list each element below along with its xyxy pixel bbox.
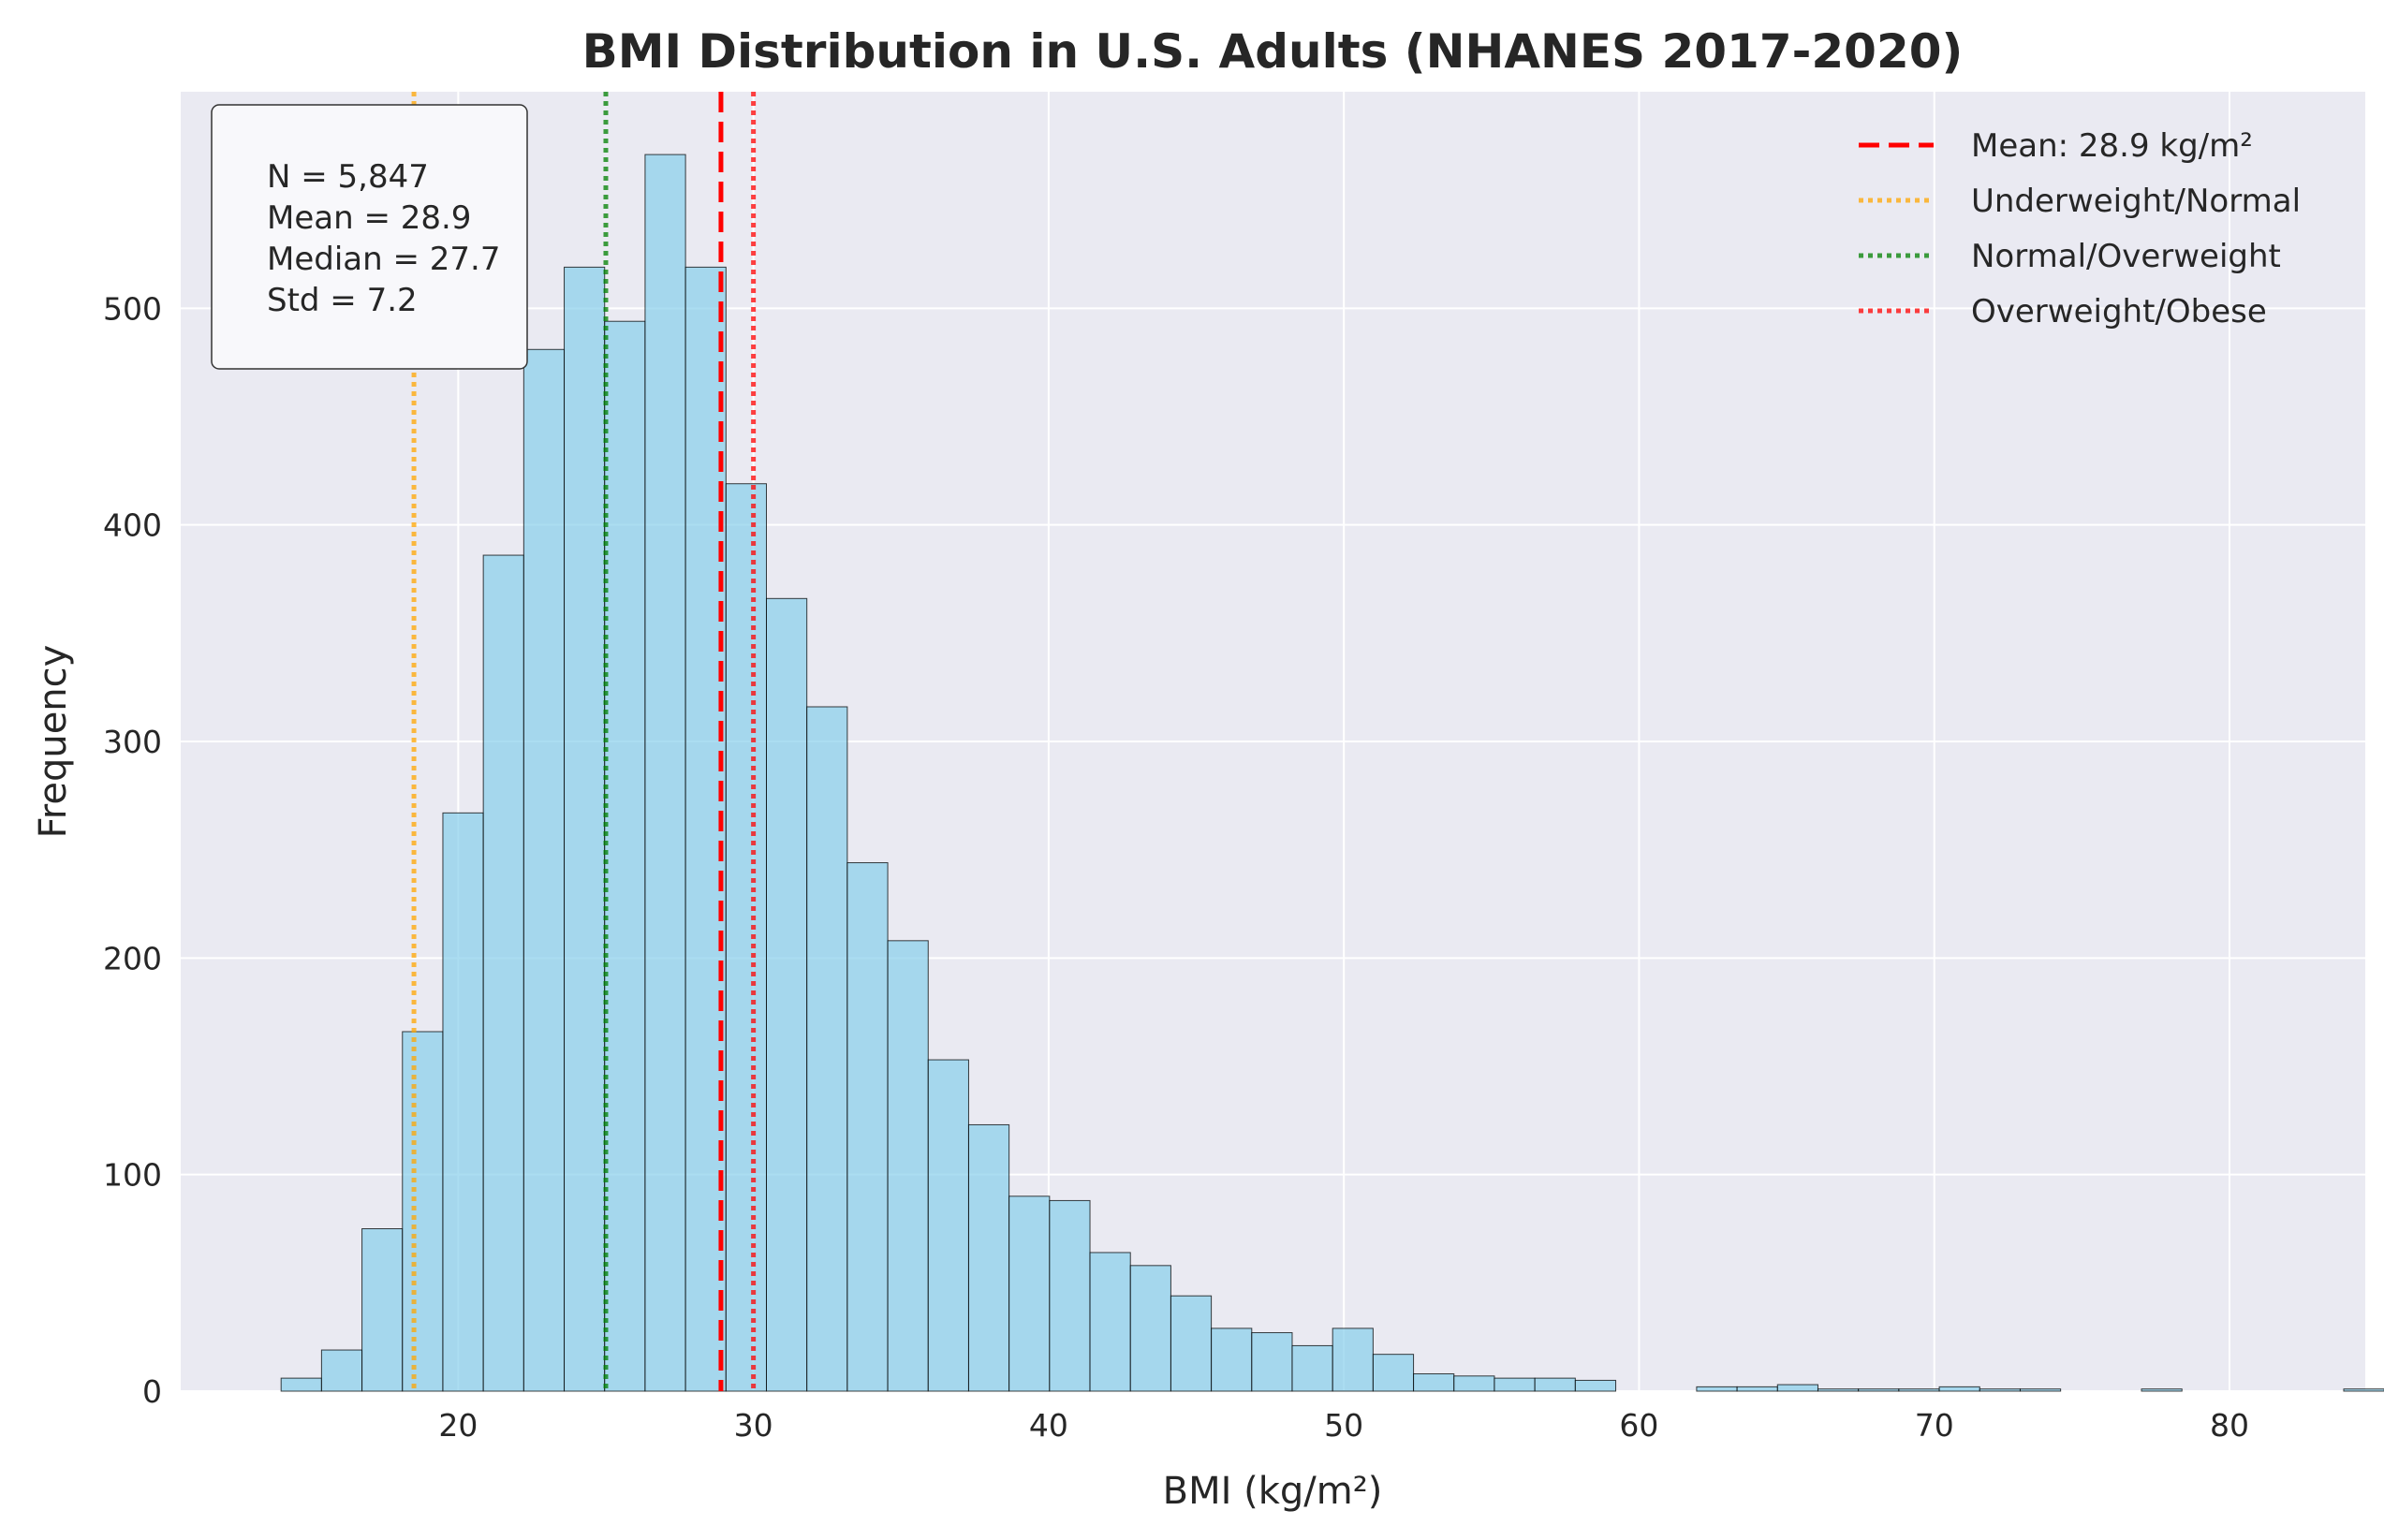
histogram-bar <box>1170 1295 1213 1392</box>
x-tick-label-20: 20 <box>438 1407 478 1444</box>
histogram-bar <box>1251 1332 1293 1392</box>
histogram-bar <box>482 554 524 1392</box>
histogram-bar <box>522 348 566 1392</box>
histogram-bar <box>1898 1388 1940 1392</box>
histogram-bar <box>1372 1354 1415 1392</box>
stats-line-1: Mean = 28.9 <box>267 199 471 237</box>
y-tick-label-200: 200 <box>103 940 162 976</box>
x-tick-label-60: 60 <box>1619 1407 1658 1444</box>
x-tick-label-40: 40 <box>1029 1407 1068 1444</box>
histogram-bar <box>564 266 606 1392</box>
histogram-bar <box>725 483 767 1392</box>
histogram-bar <box>442 812 484 1392</box>
stats-line-2: Median = 27.7 <box>267 241 500 278</box>
histogram-bar <box>1291 1344 1333 1392</box>
histogram-bar <box>644 154 686 1392</box>
x-axis-label: BMI (kg/m²) <box>1163 1470 1383 1513</box>
y-tick-label-300: 300 <box>103 724 162 760</box>
histogram-bar <box>320 1349 363 1392</box>
legend-label-0: Mean: 28.9 kg/m² <box>1971 127 2253 165</box>
histogram-bar <box>1494 1377 1536 1392</box>
x-tick-label-50: 50 <box>1324 1407 1363 1444</box>
legend-label-2: Normal/Overweight <box>1971 238 2281 275</box>
histogram-bar <box>1736 1386 1778 1392</box>
histogram-bar <box>1008 1195 1051 1392</box>
histogram-bar <box>2343 1388 2384 1392</box>
histogram-bar <box>806 706 848 1392</box>
stats-line-0: N = 5,847 <box>267 158 429 196</box>
y-tick-label-500: 500 <box>103 290 162 327</box>
histogram-bar <box>1129 1265 1171 1392</box>
histogram-bar <box>1938 1386 1980 1392</box>
y-tick-label-0: 0 <box>142 1373 162 1410</box>
histogram-bar <box>1534 1377 1576 1392</box>
histogram-bar <box>2141 1388 2183 1392</box>
y-axis-label: Frequency <box>32 645 75 839</box>
histogram-bar <box>280 1377 322 1392</box>
histogram-bar <box>1776 1384 1818 1392</box>
histogram-bar <box>402 1031 444 1392</box>
histogram-bar <box>846 862 889 1392</box>
y-tick-label-100: 100 <box>103 1157 162 1194</box>
histogram-bar <box>2019 1388 2062 1392</box>
histogram-bar <box>604 320 646 1392</box>
histogram-bar <box>1858 1388 1900 1392</box>
histogram-bar <box>1413 1372 1455 1392</box>
histogram-bar <box>1453 1375 1495 1392</box>
histogram-bar <box>1979 1388 2021 1392</box>
axis-ticks: 20 30 40 50 60 70 80 0 100 200 300 400 500 <box>103 290 2249 1444</box>
x-tick-label-70: 70 <box>1915 1407 1954 1444</box>
histogram-bar <box>1817 1388 1860 1392</box>
legend-label-3: Overweight/Obese <box>1971 293 2267 330</box>
histogram-bar <box>361 1228 404 1392</box>
stats-line-3: Std = 7.2 <box>267 282 418 319</box>
histogram-bar <box>1211 1327 1253 1392</box>
histogram-bar <box>1089 1252 1131 1392</box>
legend: Mean: 28.9 kg/m² Underweight/Normal Normal… <box>1859 127 2301 330</box>
stats-box-frame <box>211 104 528 370</box>
histogram-bar <box>967 1123 1010 1392</box>
histogram-bar <box>1049 1199 1091 1392</box>
histogram-bar <box>765 597 808 1392</box>
histogram-bar <box>927 1059 969 1392</box>
histogram-bar <box>1574 1379 1617 1392</box>
x-tick-label-80: 80 <box>2210 1407 2249 1444</box>
legend-label-1: Underweight/Normal <box>1971 183 2301 220</box>
chart-title: BMI Distribution in U.S. Adults (NHANES … <box>582 24 1964 79</box>
histogram-bar <box>1696 1386 1738 1392</box>
histogram-bar <box>1332 1327 1374 1392</box>
histogram-bar <box>887 940 929 1392</box>
y-tick-label-400: 400 <box>103 507 162 544</box>
x-tick-label-30: 30 <box>734 1407 773 1444</box>
